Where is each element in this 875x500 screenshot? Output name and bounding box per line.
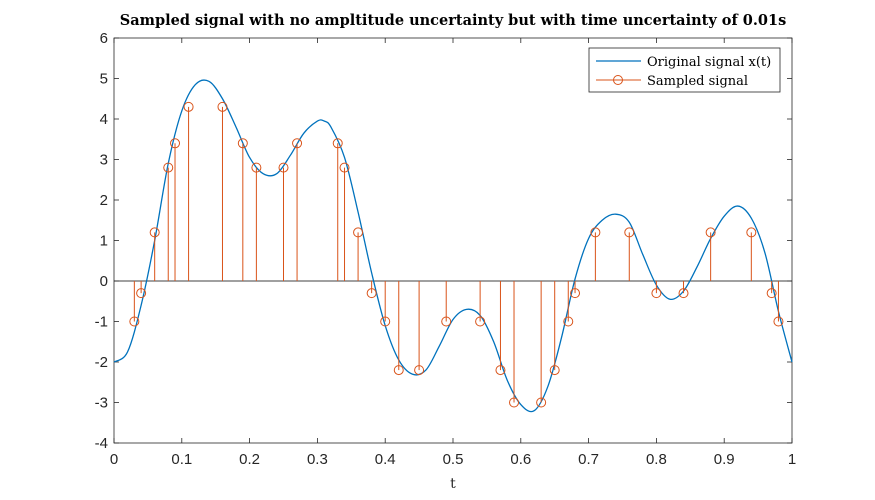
sample-marker	[570, 288, 581, 299]
x-tick-label: 0.2	[239, 451, 260, 468]
sample-marker	[170, 138, 181, 149]
legend-label-sampled: Sampled signal	[647, 74, 748, 89]
sample-marker	[251, 162, 262, 173]
sample-marker	[773, 316, 784, 327]
sample-marker	[292, 138, 303, 149]
sample-marker	[237, 138, 248, 149]
axes-box	[113, 37, 793, 444]
y-tick-label: 6	[100, 30, 108, 47]
sample-marker	[380, 316, 391, 327]
x-tick-label: 0	[110, 451, 118, 468]
original-signal-line	[113, 79, 793, 413]
sample-marker	[441, 316, 452, 327]
sample-marker	[393, 365, 404, 376]
sample-marker	[536, 397, 547, 408]
x-axis-label: t	[450, 476, 456, 492]
legend-stem-marker	[613, 75, 623, 85]
sample-marker	[746, 227, 757, 238]
y-tick-label: -2	[95, 354, 108, 371]
y-tick-label: -4	[95, 435, 108, 452]
sample-marker	[183, 101, 194, 112]
x-tick-label: 0.7	[578, 451, 599, 468]
y-tick-label: 3	[100, 152, 108, 169]
sample-marker	[766, 288, 777, 299]
y-tick-label: 1	[100, 233, 108, 250]
sample-marker	[509, 397, 520, 408]
sample-marker	[366, 288, 377, 299]
sample-marker	[495, 365, 506, 376]
sample-marker	[475, 316, 486, 327]
x-tick-label: 0.3	[307, 451, 328, 468]
sample-marker	[149, 227, 160, 238]
x-tick-label: 0.5	[443, 451, 464, 468]
sample-marker	[278, 162, 289, 173]
sample-marker	[651, 288, 662, 299]
y-tick-label: 2	[100, 192, 108, 209]
plot-area: 0 0.1 0.2 0.3 0.4 0.5 0.6 0.7 0.8 0.9 1 -4 -3 -2 -1 0 1 2…	[95, 30, 797, 492]
legend-box	[588, 47, 781, 93]
x-tick-label: 0.6	[510, 451, 531, 468]
y-tick-label: 0	[100, 273, 108, 290]
sample-marker	[163, 162, 174, 173]
sample-marker	[136, 288, 147, 299]
x-tick-label: 0.1	[171, 451, 192, 468]
chart-title: Sampled signal with no ampltitude uncert…	[120, 12, 787, 29]
sample-marker	[549, 365, 560, 376]
y-tick-label: 4	[100, 111, 108, 128]
sample-marker	[705, 227, 716, 238]
y-tick-label: -1	[95, 314, 108, 331]
sample-marker	[590, 227, 601, 238]
sample-marker	[217, 101, 228, 112]
sample-marker	[678, 288, 689, 299]
x-tick-label: 0.8	[646, 451, 667, 468]
sample-marker	[332, 138, 343, 149]
y-tick-label: 5	[100, 71, 108, 88]
sample-marker	[353, 227, 364, 238]
legend: Original signal x(t) Sampled signal	[588, 47, 781, 93]
y-tick-label: -3	[95, 395, 108, 412]
sample-marker	[414, 365, 425, 376]
sample-marker	[563, 316, 574, 327]
legend-label-original: Original signal x(t)	[647, 55, 771, 70]
sample-marker	[339, 162, 350, 173]
x-tick-label: 0.9	[714, 451, 735, 468]
x-tick-label: 0.4	[375, 451, 396, 468]
sample-marker	[624, 227, 635, 238]
x-tick-label: 1	[788, 451, 796, 468]
sample-marker	[129, 316, 140, 327]
